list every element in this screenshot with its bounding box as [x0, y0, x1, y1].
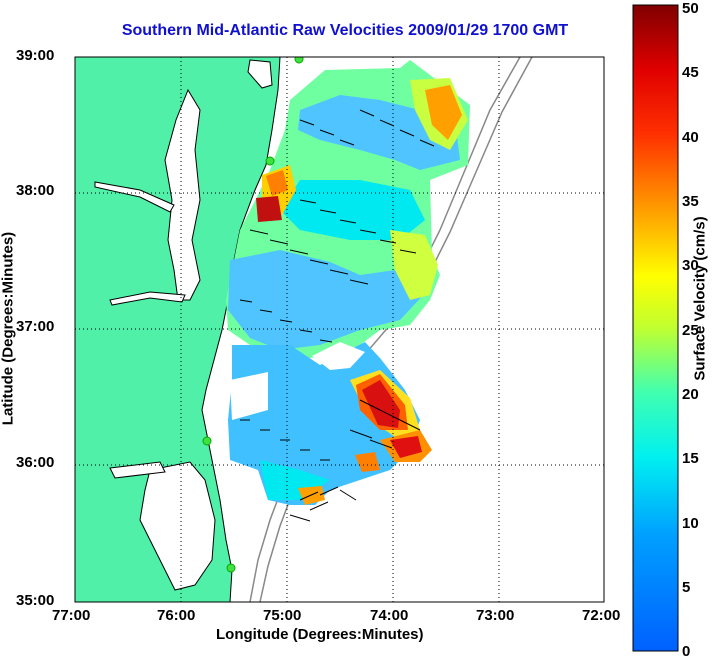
albemarle-sound [109, 461, 166, 479]
radar-site-marker [265, 156, 275, 166]
colorbar-tick: 45 [682, 64, 699, 81]
colorbar-tick: 15 [682, 450, 699, 467]
x-tick-label: 74:00 [370, 607, 409, 624]
x-tick-label: 75:00 [263, 607, 302, 624]
potomac-river [94, 181, 175, 213]
y-tick-label: 35:00 [16, 592, 55, 609]
chart-title: Southern Mid-Atlantic Raw Velocities 200… [121, 22, 569, 39]
velocity-field [226, 60, 470, 505]
colorbar-tick: 5 [682, 579, 691, 596]
y-tick-label: 36:00 [16, 454, 55, 471]
colorbar-tick: 10 [682, 515, 699, 532]
grid-lines [75, 57, 604, 602]
colorbar-tick: 50 [682, 0, 699, 17]
x-axis-label: Longitude (Degrees:Minutes) [216, 626, 424, 643]
radar-site-marker [226, 563, 236, 573]
x-tick-label: 73:00 [476, 607, 515, 624]
y-tick-label: 39:00 [16, 47, 55, 64]
radar-site-marker [294, 57, 304, 64]
colorbar-tick: 20 [682, 386, 699, 403]
chesapeake-bay [164, 88, 201, 301]
james-river [109, 291, 186, 306]
colorbar [632, 4, 679, 652]
radar-site-marker [202, 436, 212, 446]
colorbar-tick: 30 [682, 257, 699, 274]
plot-frame [74, 56, 605, 603]
colorbar-tick: 40 [682, 129, 699, 146]
colorbar-tick: 35 [682, 193, 699, 210]
x-tick-label: 77:00 [52, 607, 91, 624]
x-tick-label: 72:00 [582, 607, 621, 624]
pamlico-sound [139, 461, 216, 591]
y-tick-label: 37:00 [16, 318, 55, 335]
colorbar-tick: 0 [682, 643, 691, 660]
x-tick-label: 76:00 [157, 607, 196, 624]
colorbar-tick: 25 [682, 322, 699, 339]
y-tick-label: 38:00 [16, 182, 55, 199]
delaware-bay [247, 59, 273, 89]
velocity-arrows [239, 109, 435, 522]
